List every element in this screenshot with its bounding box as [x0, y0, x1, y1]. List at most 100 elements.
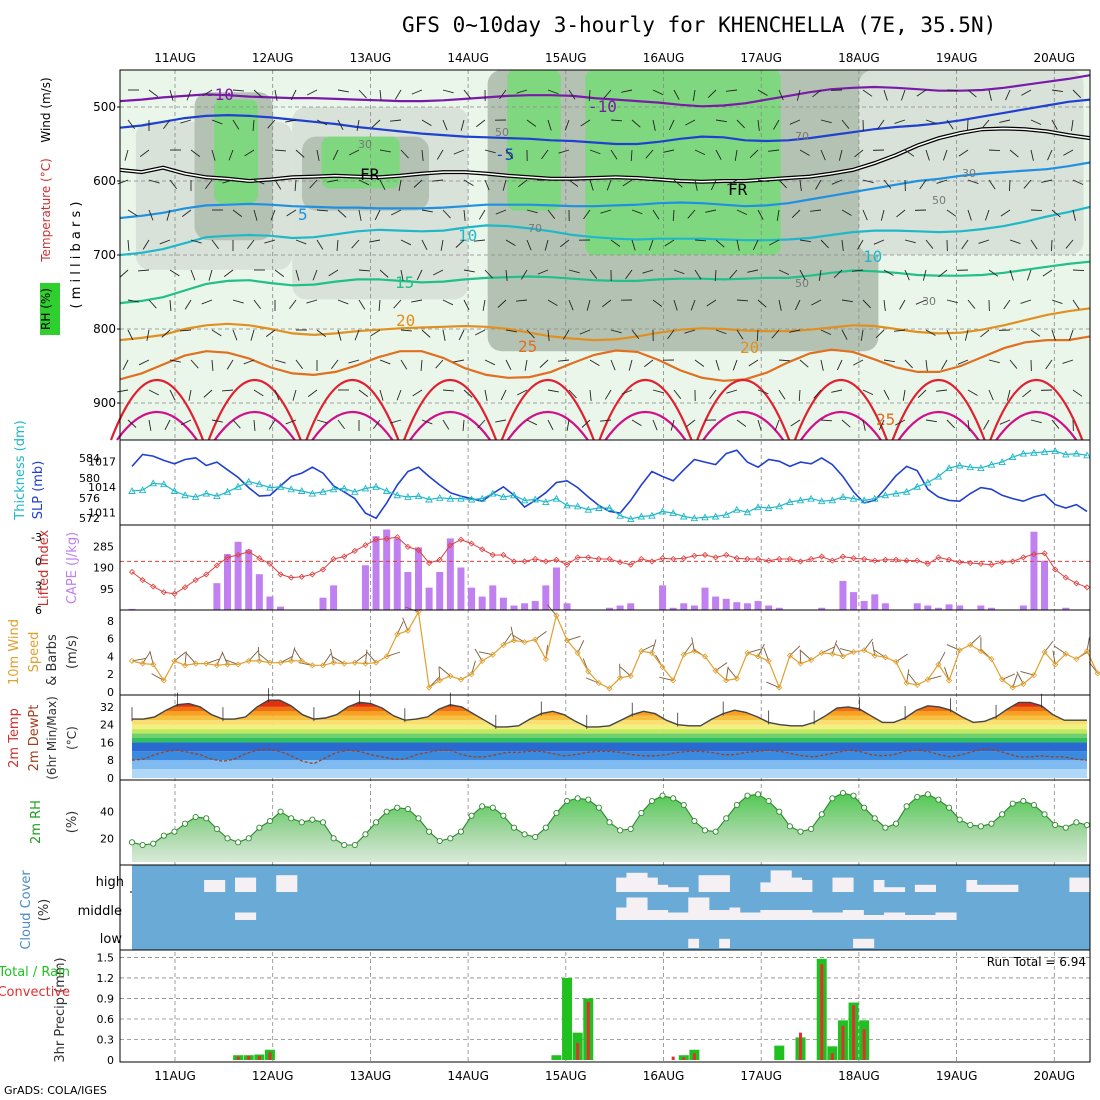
wind-barb [253, 209, 258, 221]
wind10-barb [534, 630, 547, 640]
wind-barb [988, 179, 996, 190]
slp-tick-label: 1011 [88, 506, 116, 519]
wind10-point [510, 637, 518, 644]
wind-barb [748, 359, 759, 367]
thickness-line [131, 450, 1088, 520]
rh-point [680, 801, 687, 809]
wind-barb [369, 239, 381, 243]
wind-barb [667, 329, 675, 340]
rh-point [797, 828, 804, 835]
thickness-point [457, 494, 465, 502]
lifted-index-point [680, 555, 687, 562]
wind-barb [811, 299, 822, 306]
lifted-index-point [723, 551, 730, 559]
wind-barb [652, 299, 663, 307]
cape-bar [743, 603, 751, 610]
rh-contour-label: 50 [795, 277, 809, 290]
cloud-cell [791, 910, 803, 920]
wind10-point [341, 660, 348, 667]
wind-barb [789, 329, 801, 333]
wind-barb [1009, 359, 1018, 369]
wind10-barb [174, 651, 186, 662]
wind-barb [673, 389, 682, 399]
cloud-cell [667, 912, 679, 920]
wind-barb [138, 269, 150, 272]
lifted-index-point [553, 556, 560, 563]
wind-barb [917, 389, 927, 398]
wind-barb [159, 239, 171, 245]
cloud-cell [863, 915, 875, 920]
thickness-point [924, 478, 932, 486]
temp-tick-label: 8 [107, 754, 114, 767]
wind-barb [477, 419, 486, 429]
wind10-point [945, 677, 953, 684]
wind-barb [967, 209, 972, 221]
wind-barb [899, 299, 906, 310]
thickness-point [648, 511, 656, 519]
date-label-top: 18AUG [838, 51, 880, 65]
cape-bar [1062, 607, 1070, 610]
wind-barb [631, 119, 641, 128]
precip-convective-bar [247, 1055, 251, 1060]
thickness-point [998, 458, 1006, 466]
credit-label: GrADS: COLA/IGES [4, 1084, 107, 1097]
wind-barb [127, 299, 139, 303]
wind-barb [184, 299, 192, 310]
rh-point [447, 835, 454, 842]
wind-barb [127, 209, 138, 217]
wind-barb [768, 149, 780, 152]
lifted-index-point [1052, 566, 1059, 573]
lifted-index-point [924, 560, 931, 567]
wind-barb [836, 359, 843, 371]
wind-barb [736, 329, 744, 340]
wind-barb [1072, 299, 1080, 310]
wind-barb [957, 359, 969, 365]
wind-barb [631, 329, 640, 339]
wind-barb [547, 209, 556, 219]
wind-barb [602, 299, 612, 308]
wind-barb [232, 119, 240, 130]
lifted-index-point [298, 573, 305, 580]
wind-barb [673, 269, 685, 275]
rh-point [967, 821, 974, 829]
date-label-top: 15AUG [545, 51, 587, 65]
wind-barb [124, 149, 129, 161]
wind-barb [127, 239, 130, 251]
thickness-point [542, 498, 550, 505]
wind-barb [925, 149, 930, 161]
wind10-barb [683, 643, 693, 655]
wind-barb [603, 89, 612, 99]
rh-point [436, 837, 443, 845]
wind-barb [348, 359, 360, 364]
cape-bar [1019, 605, 1027, 610]
thickness-point [138, 486, 147, 494]
wind-barb [455, 239, 465, 248]
wind10-point [956, 647, 963, 654]
precip-convective-label: Convective [0, 985, 70, 1000]
thickness-point [181, 491, 189, 499]
lifted-index-point [235, 551, 242, 559]
wind-barb [862, 389, 874, 396]
cloud-cell [739, 912, 751, 920]
cape-bar [850, 592, 858, 610]
cloud-cell [904, 915, 916, 920]
wind-barb [1042, 269, 1053, 277]
lifted-index-point [850, 555, 857, 562]
contour-label: 15 [395, 273, 414, 292]
wind-barb [484, 359, 496, 366]
wind-barb [1051, 89, 1063, 92]
wind-barb [1006, 389, 1011, 401]
cloud-cell [832, 912, 844, 920]
wind-barb [524, 359, 528, 371]
precip-total-label: Total / Rain [0, 965, 70, 980]
wind-barb [396, 389, 402, 401]
rh-legend-swatch [40, 283, 60, 335]
thickness-point [404, 493, 412, 500]
wind-barb [211, 329, 222, 337]
lifted-index-point [489, 551, 496, 559]
wind-barb [420, 359, 423, 371]
cloud-cell [235, 877, 246, 892]
wind-barb [610, 119, 623, 122]
contour-label: FR [360, 165, 380, 184]
wind-barb [610, 149, 618, 160]
